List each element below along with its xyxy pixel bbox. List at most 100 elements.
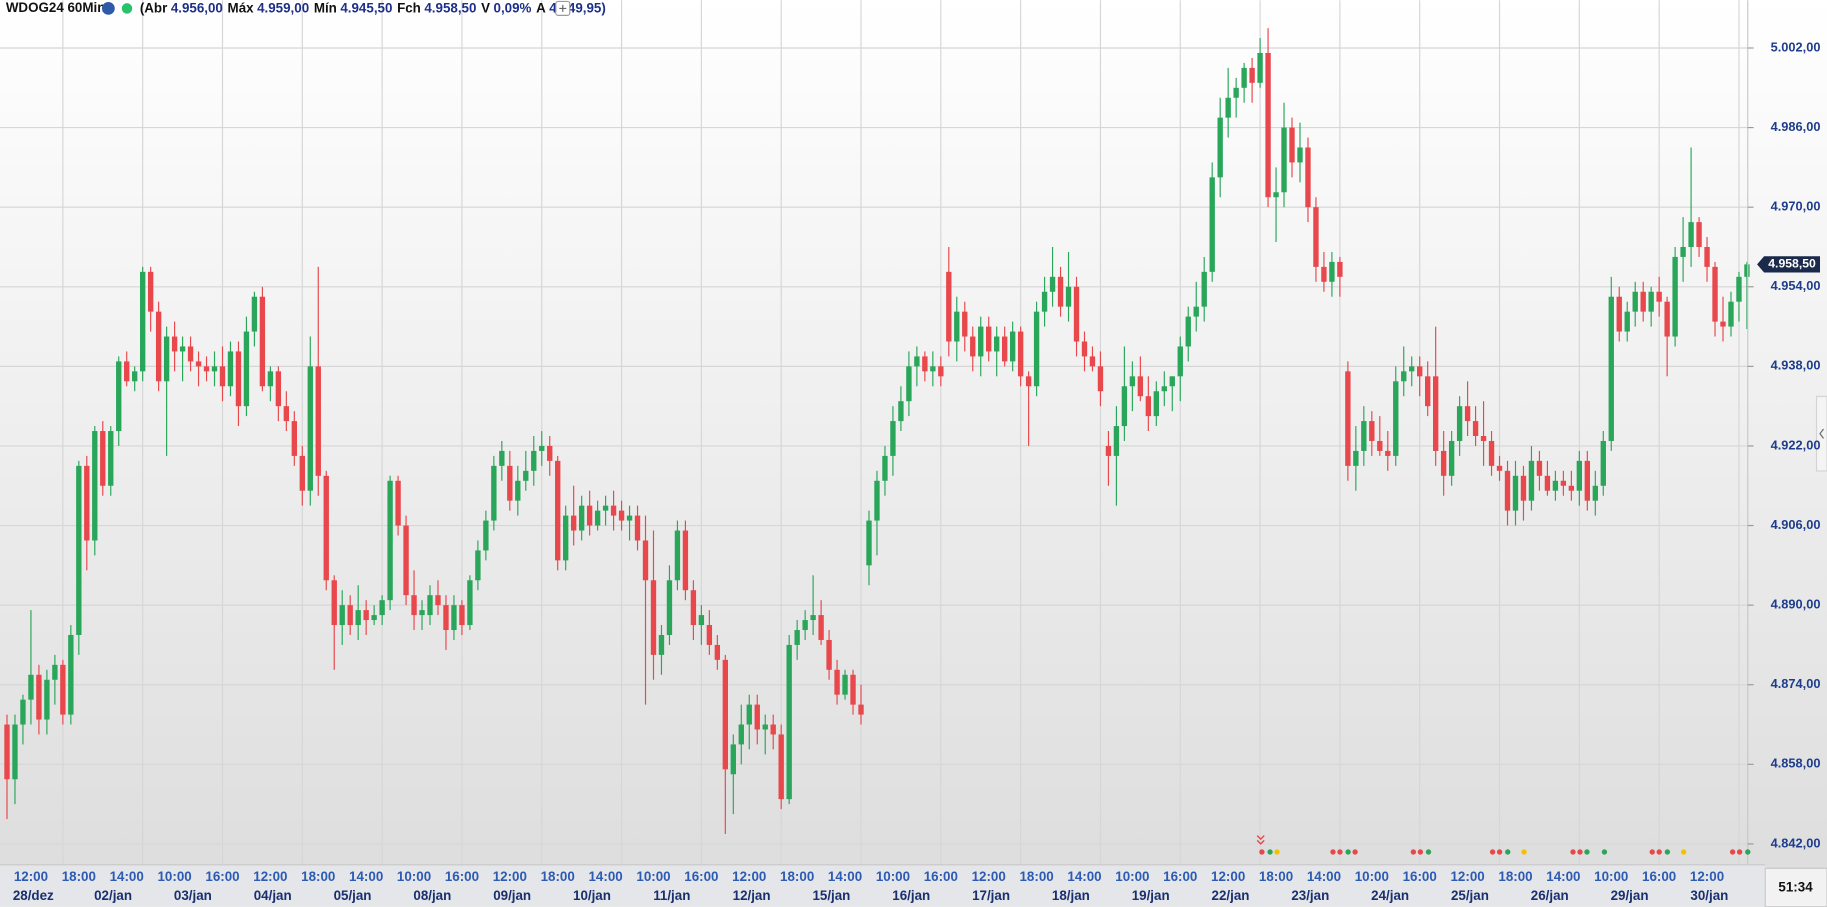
- candle-body: [770, 724, 776, 735]
- x-tick-label: 14:00: [1307, 869, 1341, 884]
- candle-body: [978, 326, 984, 357]
- candle-body: [1217, 117, 1223, 178]
- candle-body: [714, 644, 721, 660]
- y-tick-label: 4.890,00: [1771, 597, 1821, 612]
- x-tick-label: 12:00: [253, 869, 287, 884]
- signal-dot: [1267, 849, 1273, 855]
- candle-body: [706, 625, 713, 645]
- candle-body: [1009, 331, 1016, 362]
- candles: [4, 28, 1750, 834]
- signal-dot: [1681, 849, 1687, 855]
- candle-body: [1656, 291, 1662, 302]
- candle-body: [1305, 147, 1311, 208]
- date-label: 25/jan: [1451, 888, 1489, 903]
- field-value: 4.945,50: [340, 0, 392, 15]
- candle-body: [219, 366, 226, 387]
- x-tick-label: 10:00: [1115, 869, 1149, 884]
- add-icon: [559, 4, 567, 12]
- candle-body: [762, 724, 768, 730]
- candle-body: [155, 311, 162, 382]
- side-tab[interactable]: [1815, 395, 1827, 472]
- candle-body: [243, 331, 250, 407]
- candle-body: [1249, 67, 1255, 83]
- last-price-badge: [1757, 256, 1821, 273]
- candle-body: [666, 580, 673, 635]
- candle-body: [1209, 177, 1215, 272]
- signal-dot: [1505, 849, 1511, 855]
- x-tick-label: 10:00: [1355, 869, 1389, 884]
- candle-body: [1345, 371, 1351, 466]
- candle-body: [555, 460, 561, 561]
- x-tick-label: 16:00: [205, 869, 239, 884]
- signal-dot: [1656, 849, 1662, 855]
- candle-body: [1177, 346, 1183, 377]
- candle-body: [547, 445, 553, 461]
- date-label: 23/jan: [1291, 888, 1329, 903]
- signal-dot: [1577, 849, 1583, 855]
- y-tick-label: 4.874,00: [1771, 676, 1821, 691]
- date-label: 05/jan: [334, 888, 372, 903]
- candle-body: [1385, 450, 1391, 456]
- signal-dot: [1337, 849, 1343, 855]
- candle-body: [810, 615, 816, 621]
- candle-body: [1616, 296, 1622, 332]
- candle-body: [491, 465, 497, 521]
- candle-body: [730, 744, 736, 775]
- candle-body: [427, 595, 433, 616]
- date-label: 11/jan: [653, 888, 690, 903]
- y-tick-label: 4.906,00: [1771, 517, 1821, 532]
- x-tick-label: 18:00: [62, 869, 96, 884]
- candle-body: [467, 580, 473, 626]
- candle-body: [1113, 426, 1120, 456]
- candle-body: [818, 615, 824, 640]
- candle-body: [443, 605, 449, 631]
- y-tick-label: 4.858,00: [1771, 756, 1821, 771]
- date-label: 30/jan: [1690, 888, 1728, 903]
- candle-body: [906, 366, 912, 402]
- y-tick-label: 5.002,00: [1771, 39, 1821, 54]
- candle-body: [28, 674, 34, 700]
- candle-body: [475, 550, 481, 581]
- signals: [1256, 835, 1751, 855]
- candle-body: [267, 371, 274, 387]
- candle-body: [834, 669, 840, 695]
- field-label: Máx: [228, 0, 255, 15]
- candle-body: [84, 465, 90, 541]
- candle-body: [970, 336, 976, 357]
- candle-body: [299, 455, 305, 491]
- candle-body: [36, 674, 42, 720]
- candle-body: [60, 664, 66, 715]
- candle-body: [746, 704, 752, 725]
- candle-body: [203, 366, 210, 372]
- candle-body: [1161, 386, 1167, 392]
- candle-body: [938, 366, 944, 377]
- candle-body: [92, 431, 98, 541]
- x-tick-label: 18:00: [541, 869, 575, 884]
- candle-body: [1512, 475, 1519, 511]
- ohlc-fields: (Abr 4.956,00 Máx 4.959,00 Mín 4.945,50 Fch 4.9…: [140, 0, 606, 15]
- candle-body: [515, 480, 521, 501]
- candle-body: [116, 361, 122, 432]
- candle-body: [20, 699, 26, 725]
- x-tick-label: 10:00: [157, 869, 191, 884]
- candle-body: [1640, 291, 1646, 312]
- candle-body: [307, 366, 313, 491]
- candle-body: [68, 634, 74, 715]
- x-tick-label: 12:00: [1690, 869, 1724, 884]
- signal-dot: [1410, 849, 1417, 855]
- signal-dot: [1584, 849, 1590, 855]
- signal-dot: [1729, 849, 1736, 855]
- signal-dot: [1352, 849, 1358, 855]
- candle-body: [531, 450, 537, 471]
- candle-body: [1001, 336, 1008, 362]
- candle-body: [962, 311, 968, 337]
- last-price-label: 4.958,50: [1768, 257, 1816, 271]
- candle-body: [1552, 480, 1559, 491]
- date-label: 18/jan: [1052, 888, 1090, 903]
- candle-body: [1289, 127, 1295, 163]
- candle-body: [898, 401, 904, 422]
- candle-body: [100, 431, 106, 486]
- candle-body: [251, 296, 258, 332]
- candle-body: [578, 505, 585, 531]
- candle-body: [1736, 276, 1742, 302]
